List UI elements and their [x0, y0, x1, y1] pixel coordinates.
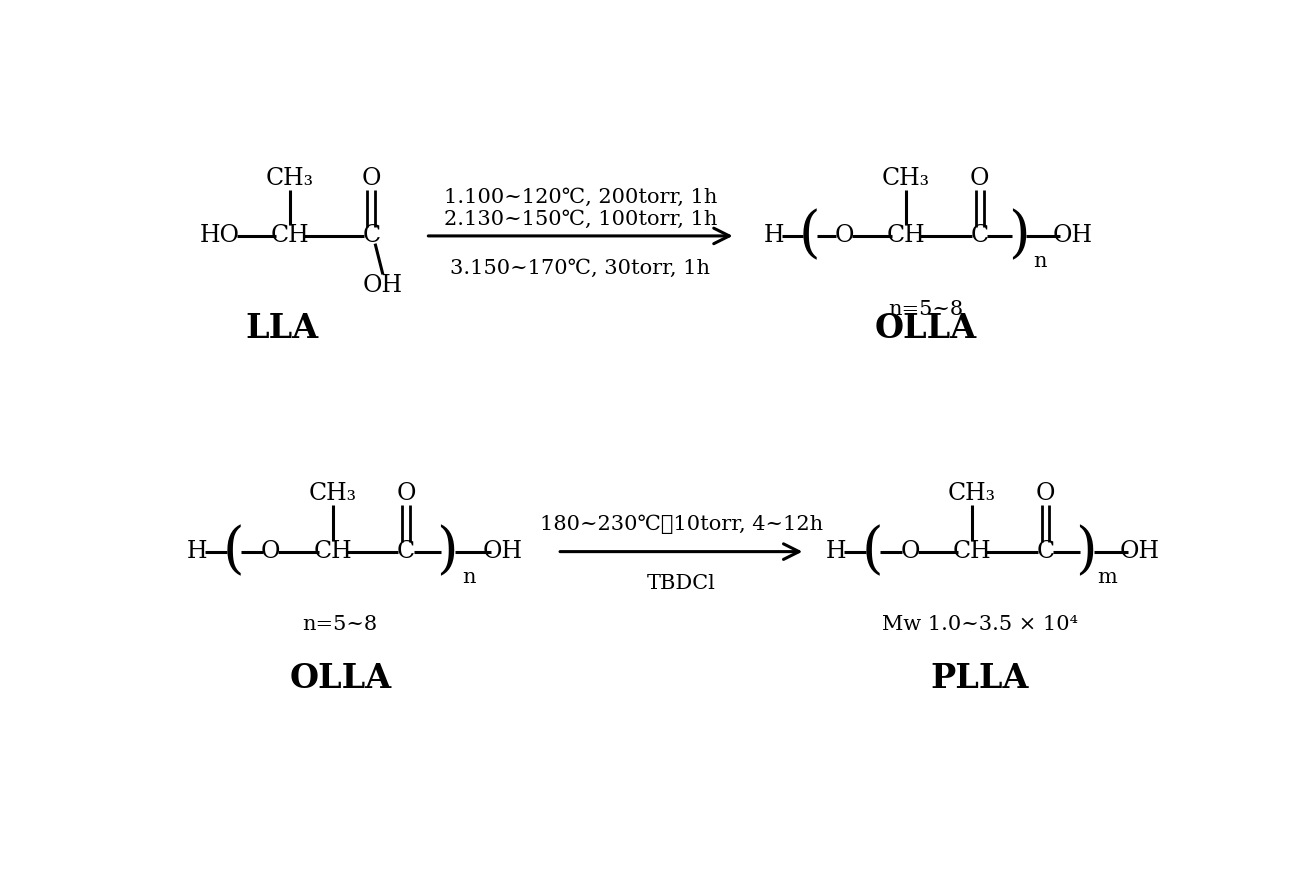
Text: HO: HO: [200, 225, 240, 248]
Text: CH₃: CH₃: [947, 482, 995, 505]
Text: CH: CH: [314, 540, 351, 563]
Text: C: C: [1037, 540, 1055, 563]
Text: O: O: [362, 167, 381, 190]
Text: O: O: [1036, 482, 1055, 505]
Text: ): ): [437, 524, 457, 579]
Text: OLLA: OLLA: [875, 312, 976, 345]
Text: ): ): [1007, 209, 1029, 263]
Text: 2.130~150℃, 100torr, 1h: 2.130~150℃, 100torr, 1h: [443, 210, 717, 228]
Text: Mw 1.0~3.5 × 10⁴: Mw 1.0~3.5 × 10⁴: [881, 615, 1078, 634]
Text: OH: OH: [1052, 225, 1093, 248]
Text: n=5~8: n=5~8: [888, 299, 963, 319]
Text: 1.100~120℃, 200torr, 1h: 1.100~120℃, 200torr, 1h: [443, 188, 717, 207]
Text: n: n: [1033, 252, 1047, 271]
Text: CH₃: CH₃: [308, 482, 356, 505]
Text: CH: CH: [953, 540, 991, 563]
Text: O: O: [901, 540, 920, 563]
Text: CH₃: CH₃: [883, 167, 931, 190]
Text: PLLA: PLLA: [931, 662, 1029, 695]
Text: (: (: [862, 524, 884, 579]
Text: H: H: [187, 540, 207, 563]
Text: LLA: LLA: [245, 312, 319, 345]
Text: 180~230℃，10torr, 4~12h: 180~230℃，10torr, 4~12h: [539, 515, 823, 535]
Text: ): ): [1074, 524, 1096, 579]
Text: n=5~8: n=5~8: [303, 615, 378, 634]
Text: (: (: [223, 524, 244, 579]
Text: H: H: [826, 540, 846, 563]
Text: 3.150~170℃, 30torr, 1h: 3.150~170℃, 30torr, 1h: [451, 258, 710, 278]
Text: C: C: [397, 540, 415, 563]
Text: CH: CH: [271, 225, 310, 248]
Text: OH: OH: [1120, 540, 1160, 563]
Text: O: O: [397, 482, 416, 505]
Text: n: n: [463, 567, 476, 587]
Text: C: C: [362, 225, 380, 248]
Text: O: O: [969, 167, 989, 190]
Text: OH: OH: [483, 540, 524, 563]
Text: C: C: [971, 225, 989, 248]
Text: H: H: [765, 225, 784, 248]
Text: m: m: [1098, 567, 1117, 587]
Text: OLLA: OLLA: [289, 662, 391, 695]
Text: CH₃: CH₃: [266, 167, 314, 190]
Text: CH: CH: [886, 225, 925, 248]
Text: TBDCl: TBDCl: [647, 575, 715, 593]
Text: O: O: [835, 225, 854, 248]
Text: (: (: [798, 209, 820, 263]
Text: OH: OH: [363, 274, 403, 297]
Text: O: O: [260, 540, 280, 563]
